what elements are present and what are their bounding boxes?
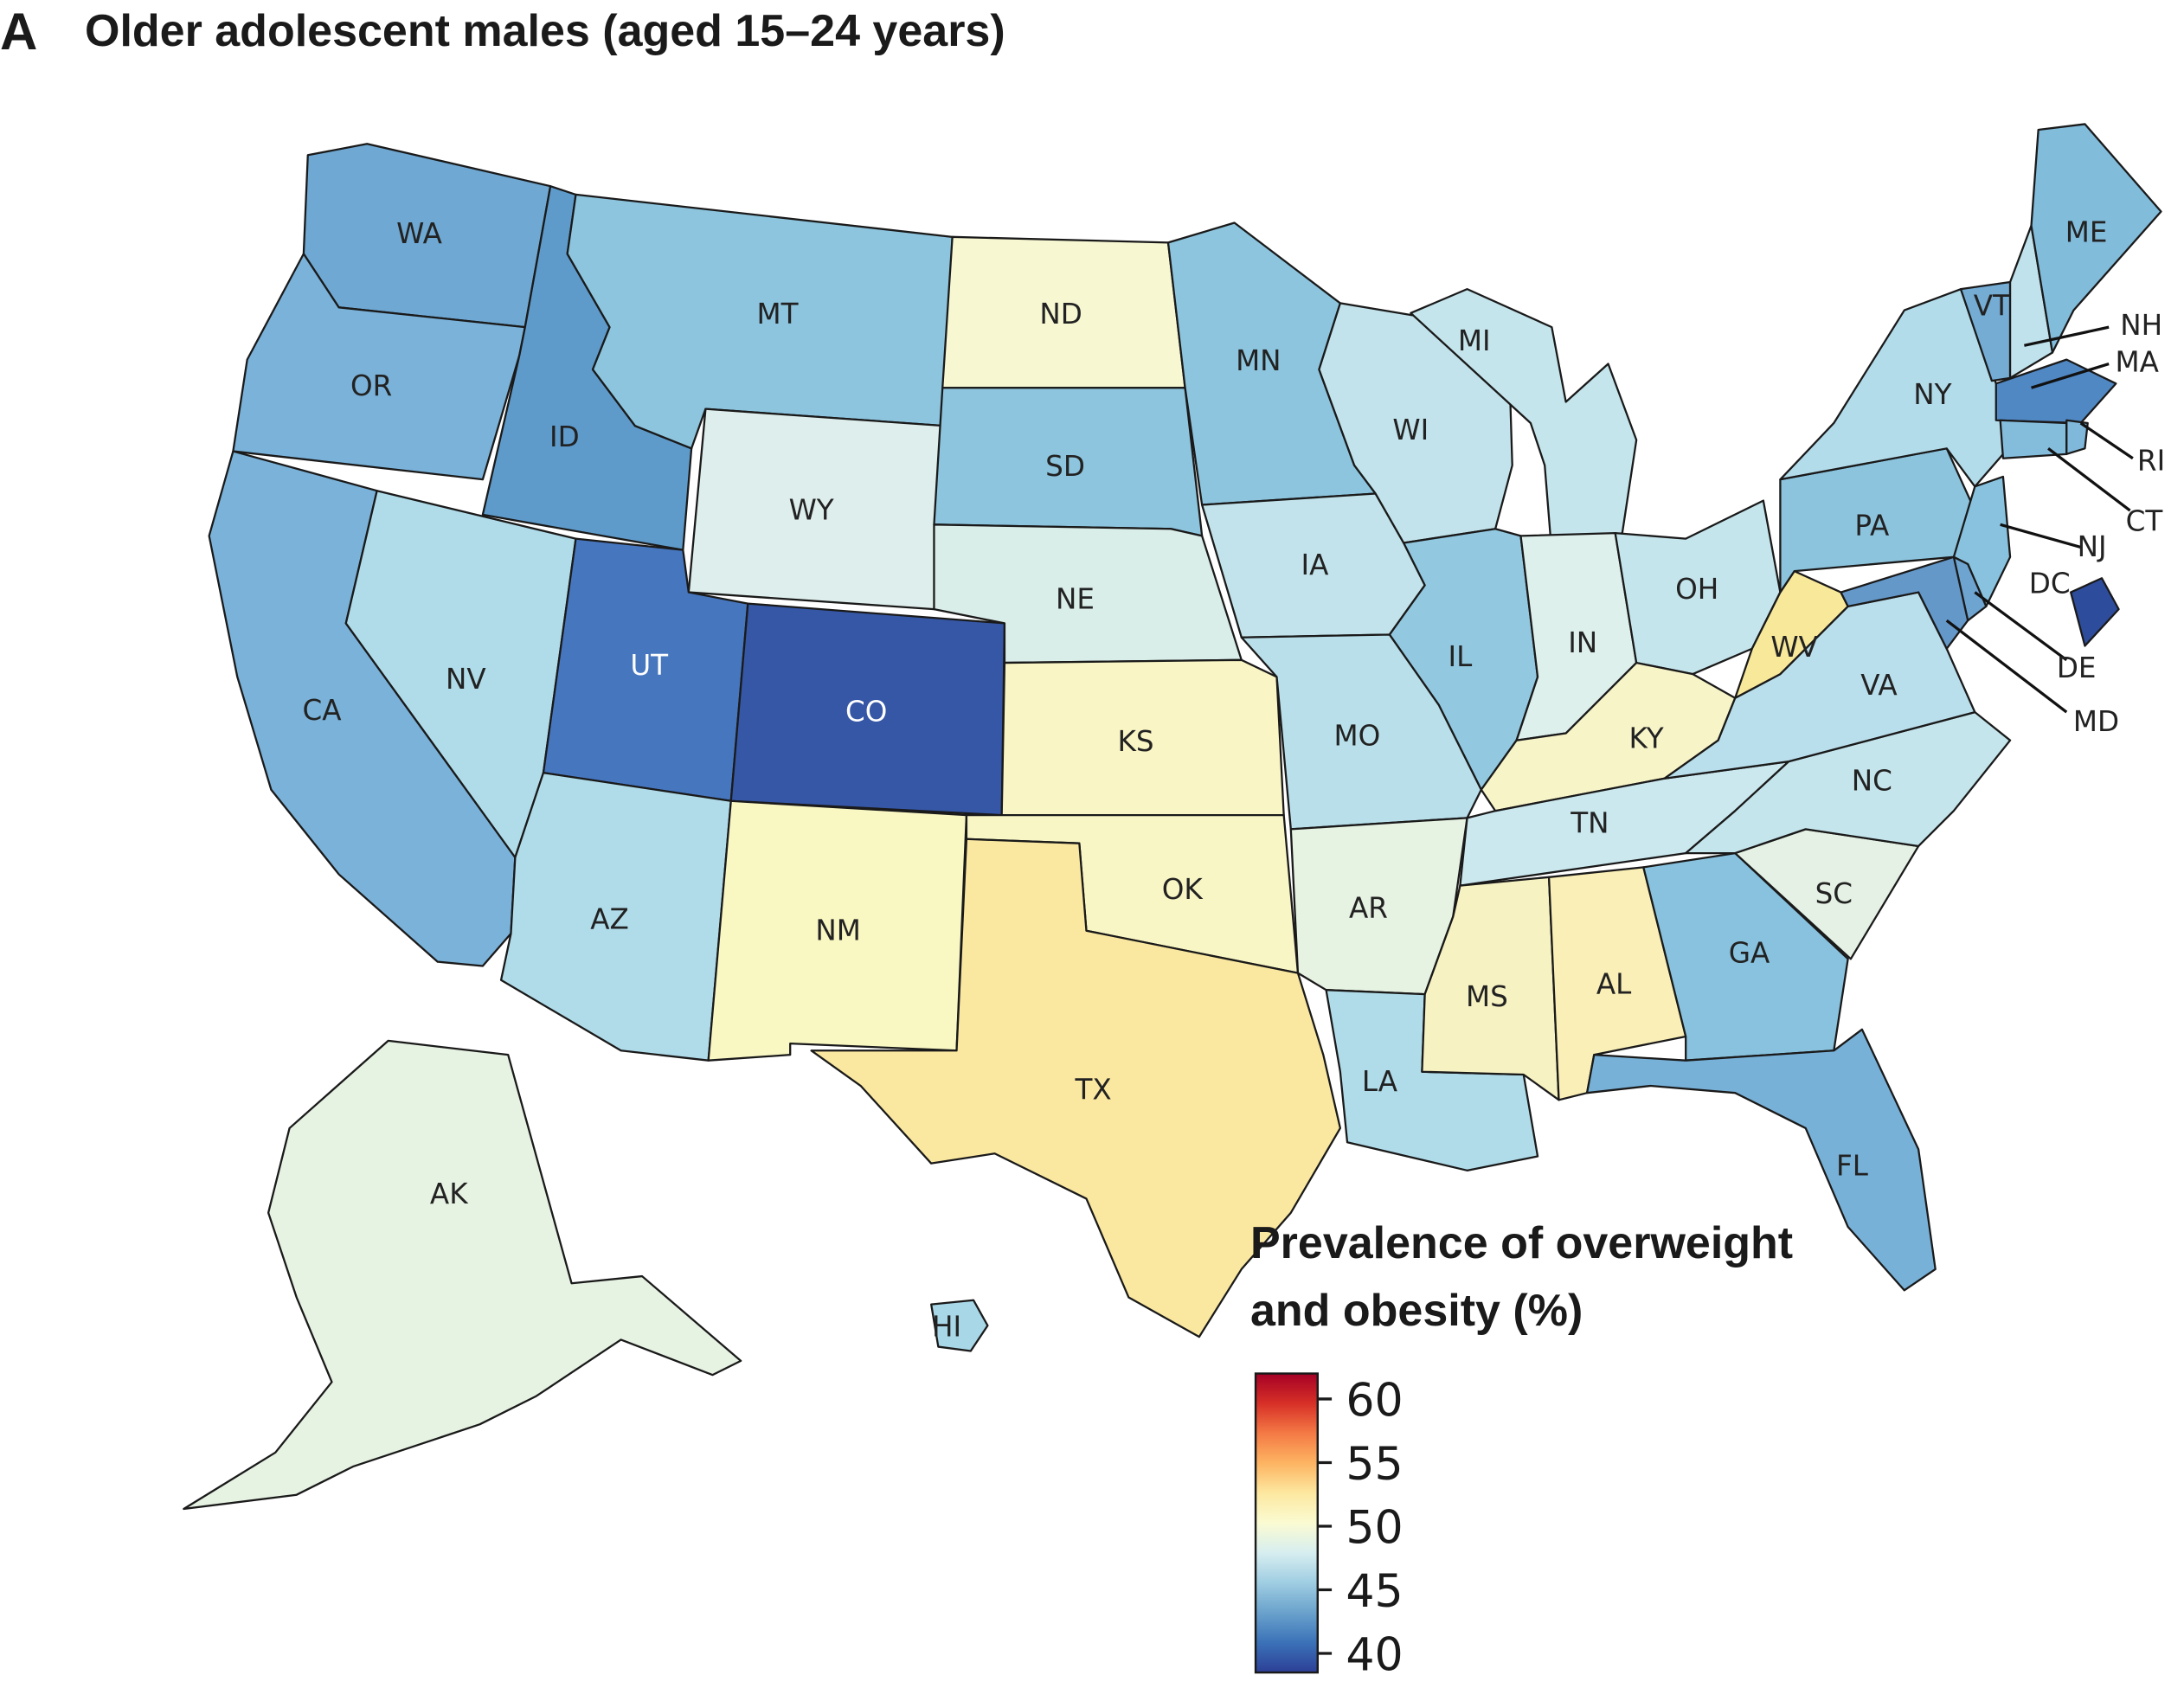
state-label-VT: VT — [1974, 289, 2010, 322]
state-label-PA: PA — [1854, 510, 1890, 542]
state-label-OH: OH — [1675, 573, 1718, 606]
state-WV[interactable] — [1734, 569, 1849, 699]
legend-title-line-2: and obesity (%) — [1250, 1286, 1583, 1336]
legend-tick-label: 40 — [1346, 1630, 1403, 1682]
state-label-WA: WA — [396, 217, 442, 250]
state-label-AK: AK — [430, 1178, 469, 1210]
state-KS[interactable] — [1000, 658, 1285, 817]
state-MI[interactable] — [1410, 287, 1638, 555]
state-MS[interactable] — [1421, 876, 1560, 1101]
state-label-TX: TX — [1075, 1074, 1112, 1107]
state-label-NJ: NJ — [2078, 530, 2107, 563]
state-label-WV: WV — [1770, 631, 1818, 664]
state-label-GA: GA — [1729, 936, 1770, 969]
state-label-DE: DE — [2057, 651, 2097, 684]
state-label-WI: WI — [1392, 414, 1429, 446]
state-label-OK: OK — [1162, 873, 1204, 906]
state-label-AL: AL — [1596, 967, 1631, 1000]
label-leader-lines — [1945, 325, 2134, 714]
state-label-VA: VA — [1860, 669, 1898, 702]
state-label-MI: MI — [1458, 324, 1491, 357]
state-MD[interactable] — [1840, 555, 1969, 650]
state-label-LA: LA — [1362, 1065, 1398, 1098]
state-RI[interactable] — [2065, 419, 2089, 455]
state-TX[interactable] — [810, 838, 1342, 1338]
legend-gradient — [1254, 1372, 1320, 1674]
state-label-IL: IL — [1449, 640, 1473, 673]
state-FL[interactable] — [1585, 1028, 1937, 1292]
legend-title: Prevalence of overweight and obesity (%) — [1250, 1210, 1856, 1345]
state-ME[interactable] — [2030, 123, 2162, 354]
state-label-IN: IN — [1568, 626, 1597, 659]
legend-tick-label: 50 — [1346, 1503, 1403, 1555]
panel-letter: A — [0, 3, 38, 61]
state-label-AZ: AZ — [590, 902, 629, 935]
state-label-TN: TN — [1570, 806, 1609, 839]
state-label-CO: CO — [845, 696, 887, 728]
state-label-MA: MA — [2116, 346, 2160, 379]
state-OR[interactable] — [232, 253, 526, 481]
state-label-ND: ND — [1039, 298, 1082, 331]
state-label-NH: NH — [2120, 309, 2162, 342]
state-CT[interactable] — [1999, 419, 2068, 459]
state-label-ME: ME — [2065, 216, 2108, 249]
state-label-UT: UT — [630, 649, 668, 682]
state-label-DC: DC — [2029, 567, 2071, 600]
state-MA[interactable] — [1995, 358, 2117, 425]
state-label-NE: NE — [1056, 582, 1095, 615]
state-label-FL: FL — [1836, 1150, 1868, 1183]
legend-tick-label: 45 — [1346, 1566, 1403, 1618]
state-label-MS: MS — [1466, 980, 1508, 1013]
state-label-CA: CA — [303, 694, 343, 727]
state-label-IA: IA — [1301, 549, 1330, 581]
legend-tick-label: 55 — [1346, 1439, 1403, 1491]
state-label-ID: ID — [549, 420, 580, 453]
map-title: Older adolescent males (aged 15–24 years… — [85, 6, 1005, 56]
state-label-MT: MT — [757, 298, 799, 331]
state-HI[interactable] — [930, 1299, 989, 1352]
state-label-SD: SD — [1045, 450, 1085, 483]
legend-colorbar: 60 55 50 45 40 — [1254, 1372, 1404, 1682]
state-label-NY: NY — [1913, 378, 1951, 411]
state-NC[interactable] — [1685, 710, 2012, 855]
state-label-OR: OR — [350, 369, 392, 402]
state-label-NV: NV — [446, 663, 486, 696]
state-label-MD: MD — [2073, 705, 2119, 738]
state-label-MO: MO — [1334, 719, 1381, 752]
state-label-KS: KS — [1118, 725, 1154, 758]
state-label-CT: CT — [2126, 505, 2163, 538]
state-label-AR: AR — [1349, 891, 1388, 924]
state-NY[interactable] — [1779, 287, 2005, 488]
state-label-KY: KY — [1628, 722, 1663, 755]
state-AK[interactable] — [183, 1039, 742, 1511]
state-DC[interactable] — [2070, 577, 2120, 647]
state-label-NM: NM — [815, 914, 860, 947]
state-label-RI: RI — [2137, 445, 2165, 478]
state-label-NC: NC — [1852, 765, 1892, 798]
state-label-SC: SC — [1815, 877, 1853, 910]
state-label-HI: HI — [932, 1310, 961, 1343]
legend-tick-label: 60 — [1346, 1375, 1403, 1427]
state-label-MN: MN — [1236, 344, 1281, 377]
state-label-WY: WY — [789, 494, 834, 527]
legend-title-line-1: Prevalence of overweight — [1250, 1218, 1794, 1268]
